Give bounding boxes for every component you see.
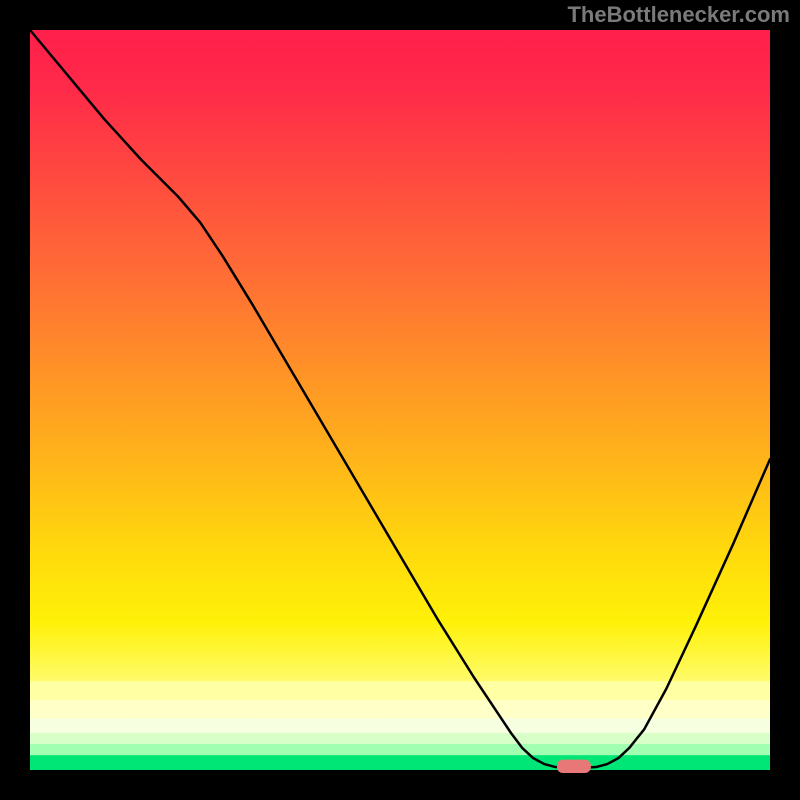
gradient-band — [30, 733, 770, 744]
optimal-marker — [557, 760, 591, 773]
plot-background — [30, 30, 770, 770]
gradient-band — [30, 718, 770, 733]
watermark: TheBottlenecker.com — [567, 2, 790, 27]
gradient-band — [30, 755, 770, 770]
bottleneck-chart: TheBottlenecker.com — [0, 0, 800, 800]
gradient-band — [30, 744, 770, 755]
gradient-band — [30, 681, 770, 700]
